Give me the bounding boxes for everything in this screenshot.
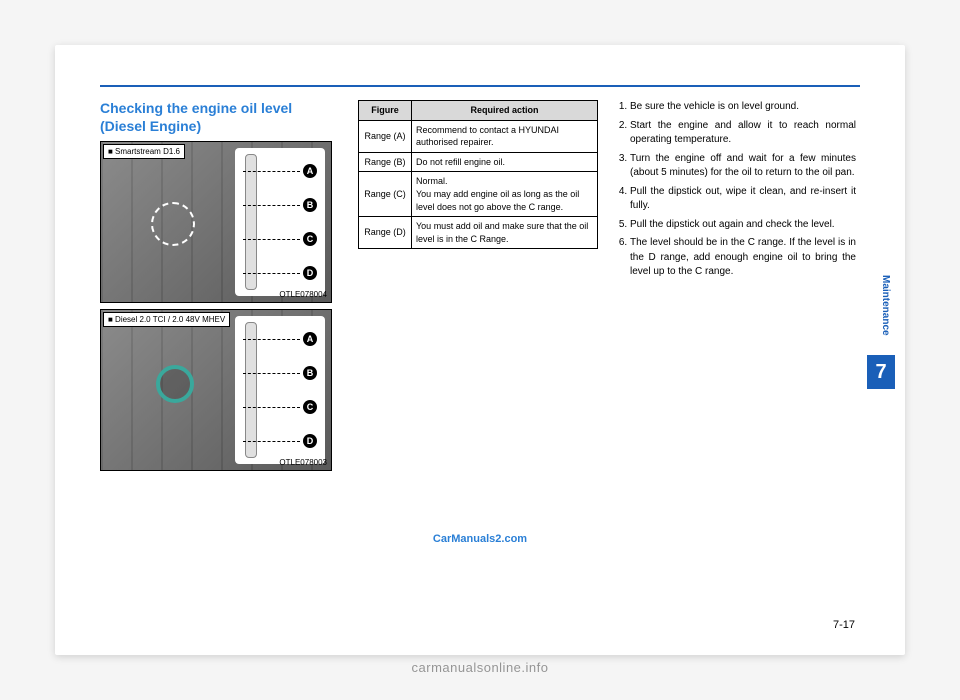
page-number: 7-17 <box>833 619 855 631</box>
step: Start the engine and allow it to reach n… <box>630 119 856 148</box>
table-header-figure: Figure <box>359 101 412 121</box>
engine-figure-2: ■ Diesel 2.0 TCI / 2.0 48V MHEV A B C D … <box>100 309 332 471</box>
table-row: Range (C) Normal. You may add engine oil… <box>359 172 598 217</box>
range-mark: A <box>243 332 317 346</box>
range-mark: B <box>243 198 317 212</box>
column-steps: Be sure the vehicle is on level ground. … <box>616 100 856 600</box>
range-mark: D <box>243 266 317 280</box>
table-header-action: Required action <box>412 101 598 121</box>
figure-caption: ■ Smartstream D1.6 <box>103 144 185 159</box>
table-row: Range (B) Do not refill engine oil. <box>359 152 598 172</box>
range-mark: D <box>243 434 317 448</box>
dashed-circle-highlight <box>151 202 195 246</box>
engine-figure-1: ■ Smartstream D1.6 A B C D OTLE078004 <box>100 141 332 303</box>
step: Turn the engine off and wait for a few m… <box>630 152 856 181</box>
dipstick-handle-icon <box>156 365 196 405</box>
step: Be sure the vehicle is on level ground. <box>630 100 856 115</box>
side-tab-label: Maintenance <box>880 275 891 336</box>
step: Pull the dipstick out, wipe it clean, an… <box>630 185 856 214</box>
watermark-text: carmanualsonline.info <box>412 660 549 675</box>
dipstick-range-panel: A B C D <box>235 316 325 464</box>
section-title: Checking the engine oil level (Diesel En… <box>100 100 340 135</box>
table-row: Range (A) Recommend to contact a HYUNDAI… <box>359 120 598 152</box>
table-row: Range (D) You must add oil and make sure… <box>359 217 598 249</box>
range-mark: B <box>243 366 317 380</box>
range-mark: C <box>243 400 317 414</box>
required-action-table: Figure Required action Range (A) Recomme… <box>358 100 598 249</box>
figure-code: OTLE078003 <box>279 457 327 468</box>
header-rule <box>100 85 860 87</box>
dipstick-range-panel: A B C D <box>235 148 325 296</box>
procedure-steps: Be sure the vehicle is on level ground. … <box>616 100 856 280</box>
figure-caption: ■ Diesel 2.0 TCI / 2.0 48V MHEV <box>103 312 230 327</box>
manual-page: Checking the engine oil level (Diesel En… <box>55 45 905 655</box>
column-table: Figure Required action Range (A) Recomme… <box>358 100 598 600</box>
step: Pull the dipstick out again and check th… <box>630 218 856 233</box>
range-mark: C <box>243 232 317 246</box>
range-mark: A <box>243 164 317 178</box>
step: The level should be in the C range. If t… <box>630 236 856 280</box>
column-figures: Checking the engine oil level (Diesel En… <box>100 100 340 600</box>
chapter-number-tab: 7 <box>867 355 895 389</box>
source-link[interactable]: CarManuals2.com <box>433 533 527 545</box>
content-columns: Checking the engine oil level (Diesel En… <box>100 100 860 600</box>
figure-code: OTLE078004 <box>279 289 327 300</box>
